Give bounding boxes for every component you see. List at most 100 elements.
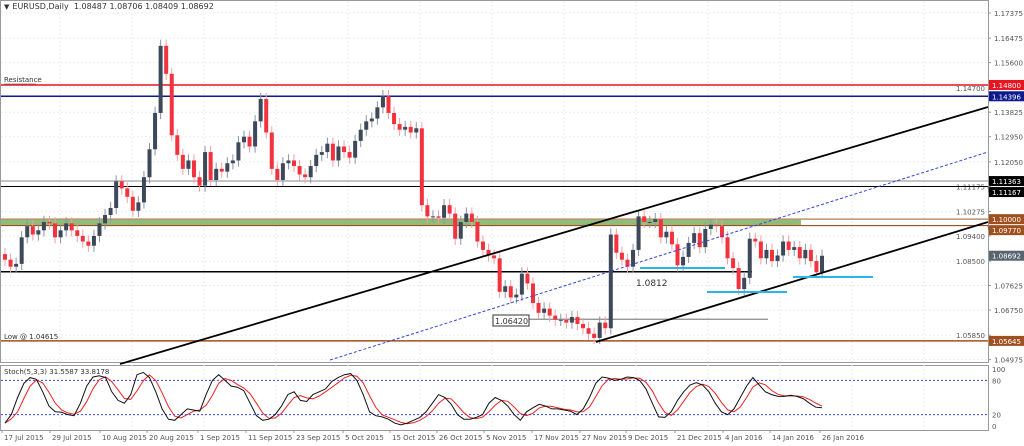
candle-body	[364, 121, 369, 130]
candle-body	[53, 223, 58, 238]
candle-body	[425, 205, 430, 217]
candle-body	[697, 233, 702, 248]
time-label: 26 Oct 2015	[439, 434, 482, 442]
candle-body	[758, 241, 763, 259]
candle-body	[475, 221, 480, 242]
candle-body	[786, 241, 791, 250]
time-label: 1 Sep 2015	[200, 434, 240, 442]
candle-body	[686, 242, 691, 257]
candle-body	[503, 286, 508, 292]
time-label: 20 Aug 2015	[149, 434, 194, 442]
price-tag	[989, 250, 1024, 261]
candle-body	[703, 228, 708, 248]
candle-body	[158, 45, 163, 113]
candle-body	[469, 213, 474, 222]
candle-body	[731, 258, 736, 269]
candle-body	[386, 96, 391, 113]
resistance-label: Resistance	[4, 76, 42, 84]
candle-body	[736, 268, 741, 290]
candle-body	[708, 224, 713, 229]
candle-body	[297, 166, 302, 175]
time-label: 17 Nov 2015	[534, 434, 579, 442]
candle-body	[308, 166, 313, 178]
candle-body	[358, 129, 363, 141]
candle-body	[397, 124, 402, 130]
candle-body	[619, 252, 624, 260]
candle-body	[230, 160, 235, 164]
stoch-tick-label: 0	[992, 423, 996, 431]
candle-body	[542, 308, 547, 313]
price-tag	[989, 176, 1024, 187]
price-tick-label-bg	[955, 83, 985, 93]
price-tag	[989, 187, 1024, 198]
candle-body	[330, 143, 335, 161]
price-tag-label: 1.05645	[992, 338, 1021, 346]
candle-body	[480, 241, 485, 250]
candle-body	[625, 259, 630, 267]
candle-body	[608, 234, 613, 329]
candle-body	[253, 121, 258, 147]
price-tick-label: 1.09400	[956, 233, 985, 241]
candle-body	[8, 259, 13, 267]
candle-body	[564, 319, 569, 323]
candle-body	[603, 322, 608, 329]
candle-body	[314, 154, 319, 167]
candle-body	[436, 216, 441, 218]
candle-body	[197, 177, 202, 186]
candle-body	[792, 247, 797, 250]
candle-body	[175, 135, 180, 155]
candle-body	[725, 237, 730, 259]
chart-title: ▼ EURUSD,Daily 1.08487 1.08706 1.08409 1.…	[4, 2, 214, 11]
candle-body	[125, 188, 130, 197]
candle-body	[141, 177, 146, 203]
stoch-tick-label: 100	[992, 366, 1005, 374]
candle-body	[631, 249, 636, 267]
dotted-trendline	[329, 151, 989, 361]
time-label: 4 Jan 2016	[725, 434, 763, 442]
candle-body	[514, 294, 519, 298]
triangle-down-icon[interactable]: ▼	[4, 3, 10, 11]
ohlc-readout: 1.08487 1.08706 1.08409 1.08692	[73, 2, 214, 11]
price-tag	[989, 79, 1024, 90]
candle-body	[58, 230, 63, 238]
time-label: 14 Jan 2016	[772, 434, 815, 442]
price-tick-label-bg	[955, 256, 985, 266]
candle-body	[219, 168, 224, 172]
price-tick-label: 1.11175	[956, 183, 985, 191]
candle-body	[808, 249, 813, 262]
time-label: 17 Jul 2015	[4, 434, 44, 442]
candle-body	[797, 247, 802, 259]
candle-body	[769, 249, 774, 262]
channel-lower-trendline	[595, 221, 989, 343]
candle-body	[647, 221, 652, 223]
candle-body	[753, 238, 758, 242]
level-box	[492, 314, 530, 327]
price-tag-connector	[987, 225, 990, 231]
price-tag-label: 1.11363	[992, 178, 1021, 186]
candle-body	[275, 168, 280, 181]
candle-body	[336, 146, 341, 161]
candle-body	[803, 249, 808, 259]
candle-body	[414, 128, 419, 133]
candle-body	[508, 286, 513, 298]
level-06420-label: 1.06420	[495, 317, 528, 326]
candle-body	[69, 223, 74, 231]
time-label: 21 Dec 2015	[677, 434, 722, 442]
candle-body	[658, 219, 663, 238]
candle-body	[380, 96, 385, 108]
price-tick-label-bg	[955, 231, 985, 241]
candle-body	[47, 221, 52, 224]
candle-body	[264, 98, 269, 133]
candle-body	[592, 333, 597, 338]
price-tag	[989, 214, 1024, 225]
candle-body	[664, 231, 669, 238]
candle-body	[447, 205, 452, 214]
candle-body	[464, 213, 469, 222]
price-tick-label: 1.12950	[994, 134, 1023, 142]
support-zone	[1, 219, 801, 226]
candle-body	[547, 308, 552, 316]
candle-body	[775, 255, 780, 262]
price-tick-label: 1.16475	[994, 35, 1023, 43]
candle-body	[169, 73, 174, 136]
